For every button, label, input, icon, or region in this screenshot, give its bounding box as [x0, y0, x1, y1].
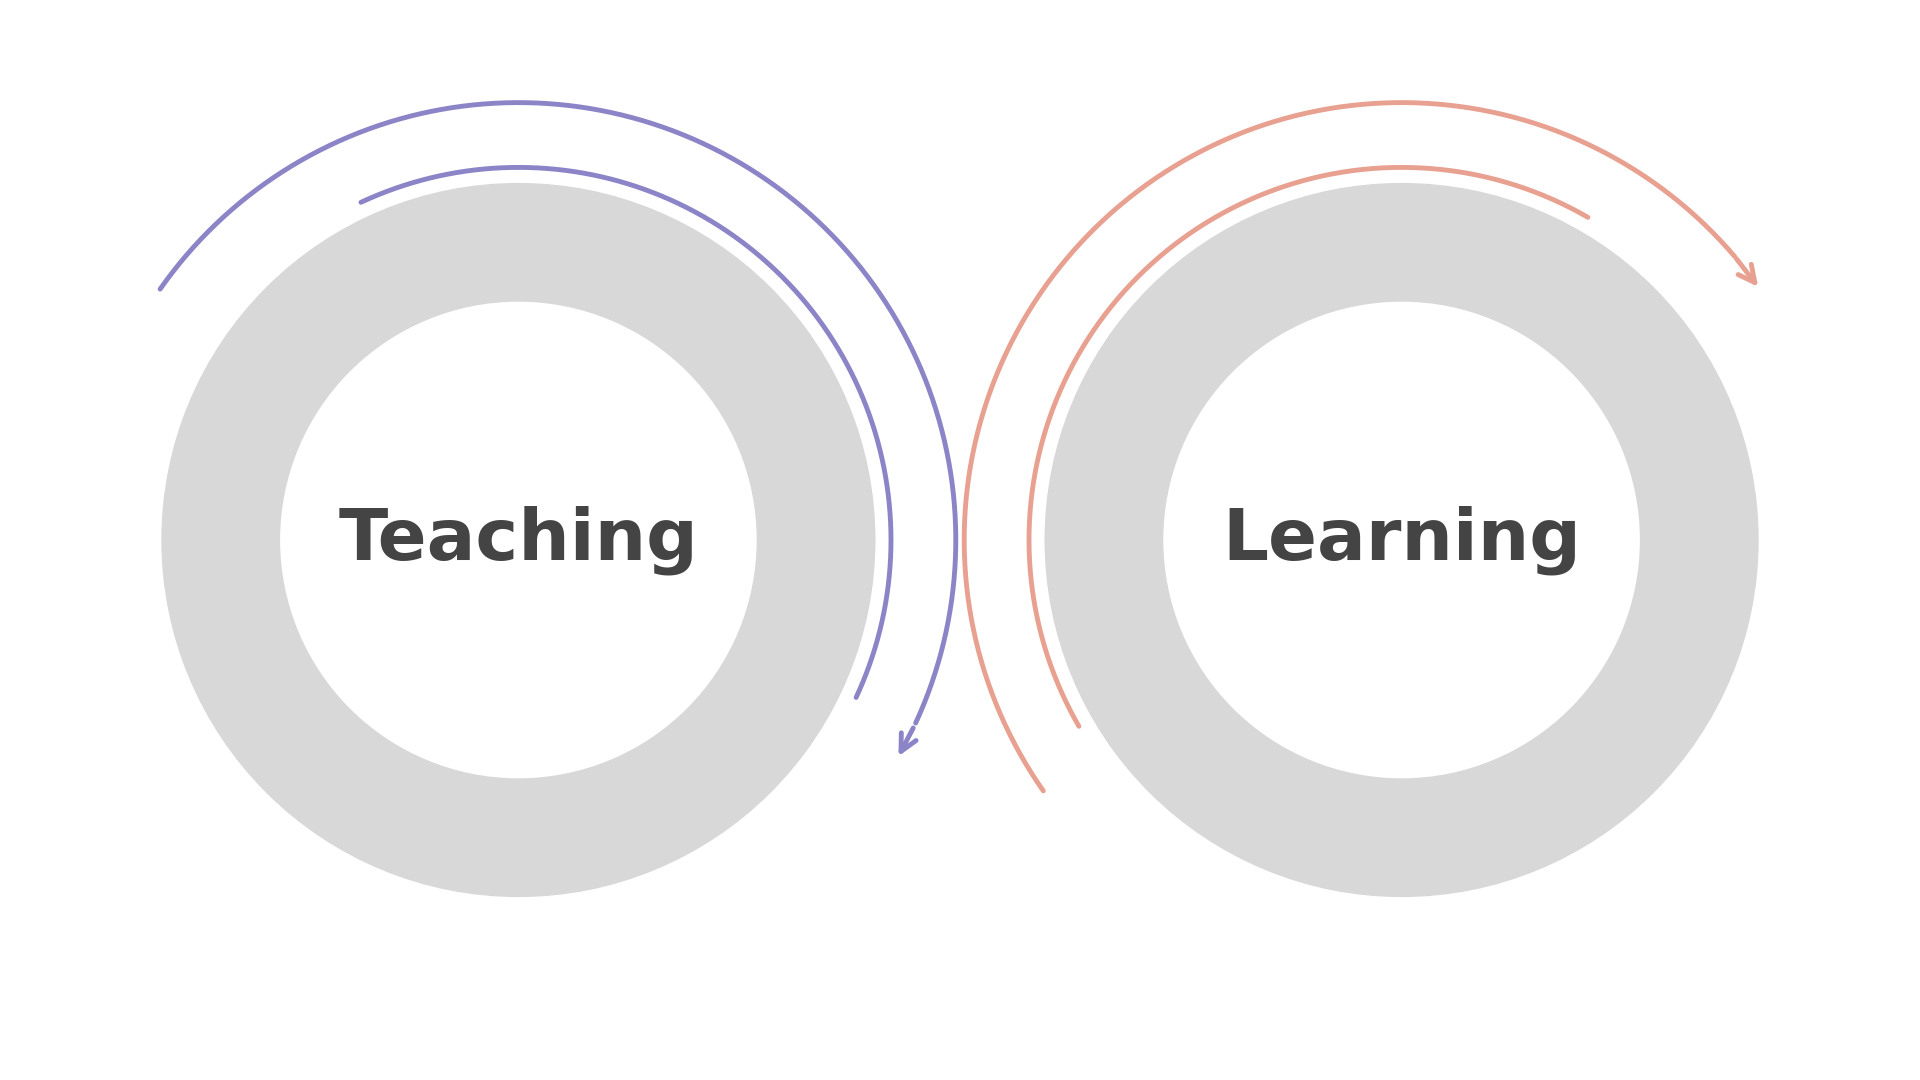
Circle shape [161, 184, 876, 896]
Text: Teaching: Teaching [338, 505, 699, 575]
Circle shape [1044, 184, 1759, 896]
Circle shape [280, 302, 756, 778]
Text: Learning: Learning [1223, 505, 1580, 575]
Circle shape [1164, 302, 1640, 778]
